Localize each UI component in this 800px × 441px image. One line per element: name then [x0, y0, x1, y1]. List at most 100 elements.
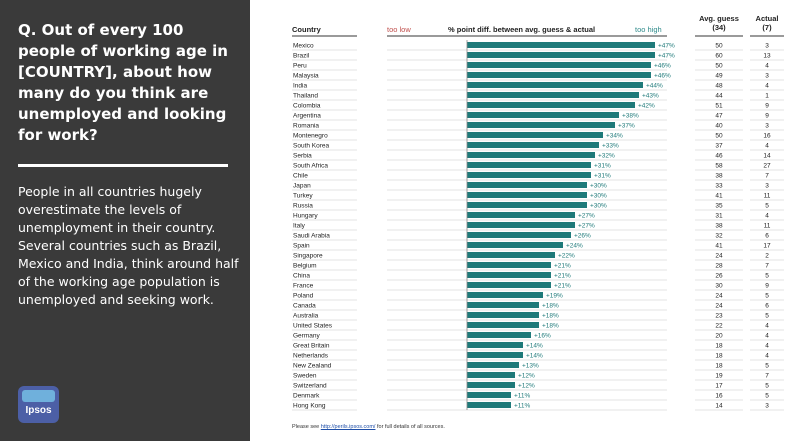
- bar-value-label: +14%: [526, 353, 543, 360]
- bar: [467, 212, 575, 218]
- avg-guess-value: 35: [715, 203, 723, 210]
- bar-value-label: +21%: [554, 263, 571, 270]
- header-avg-guess-label: Avg. guess: [699, 14, 739, 23]
- actual-value: 4: [765, 143, 769, 150]
- bar: [467, 402, 511, 408]
- country-label: Poland: [293, 293, 314, 300]
- country-label: United States: [293, 323, 333, 330]
- avg-guess-value: 24: [715, 253, 723, 260]
- avg-guess-value: 44: [715, 93, 723, 100]
- actual-value: 3: [765, 123, 769, 130]
- country-label: Belgium: [293, 263, 316, 270]
- bar: [467, 132, 603, 138]
- actual-value: 3: [765, 43, 769, 50]
- avg-guess-value: 60: [715, 53, 723, 60]
- actual-value: 4: [765, 343, 769, 350]
- country-label: Italy: [293, 223, 306, 230]
- bar: [467, 232, 571, 238]
- actual-value: 5: [765, 203, 769, 210]
- country-underline: [292, 35, 357, 37]
- bar: [467, 192, 587, 198]
- header-country: Country: [292, 25, 321, 34]
- bar: [467, 142, 599, 148]
- bar-value-label: +18%: [542, 303, 559, 310]
- divider: [18, 164, 228, 167]
- bar: [467, 312, 539, 318]
- country-label: Hungary: [293, 213, 318, 220]
- country-label: Hong Kong: [293, 403, 326, 410]
- actual-value: 7: [765, 173, 769, 180]
- country-label: Serbia: [293, 153, 312, 160]
- bar-value-label: +18%: [542, 313, 559, 320]
- avg-guess-value: 40: [715, 123, 723, 130]
- country-label: South Africa: [293, 163, 328, 170]
- avg-guess-value: 50: [715, 43, 723, 50]
- avg-guess-value: 38: [715, 223, 723, 230]
- bar-value-label: +27%: [578, 223, 595, 230]
- actual-value: 9: [765, 103, 769, 110]
- bar: [467, 82, 643, 88]
- actual-value: 5: [765, 383, 769, 390]
- bar: [467, 282, 551, 288]
- bar: [467, 112, 619, 118]
- avg-guess-value: 18: [715, 343, 723, 350]
- bar: [467, 302, 539, 308]
- actual-value: 5: [765, 393, 769, 400]
- bar-value-label: +30%: [590, 183, 607, 190]
- bar: [467, 72, 651, 78]
- header-actual-n: (7): [762, 23, 772, 32]
- country-label: Germany: [293, 333, 320, 340]
- avg-guess-value: 37: [715, 143, 723, 150]
- actual-underline: [750, 35, 784, 37]
- bar: [467, 92, 639, 98]
- bar: [467, 42, 655, 48]
- source-link[interactable]: http://perils.ipsos.com/: [320, 424, 376, 430]
- bar: [467, 62, 651, 68]
- avg-guess-value: 23: [715, 313, 723, 320]
- country-label: India: [293, 83, 307, 90]
- actual-value: 5: [765, 273, 769, 280]
- bar: [467, 332, 531, 338]
- actual-value: 4: [765, 333, 769, 340]
- bar: [467, 262, 551, 268]
- bar: [467, 272, 551, 278]
- bar: [467, 122, 615, 128]
- bar: [467, 202, 587, 208]
- avg-guess-value: 49: [715, 73, 723, 80]
- bar-value-label: +42%: [638, 103, 655, 110]
- bar-value-label: +37%: [618, 123, 635, 130]
- country-label: Turkey: [293, 193, 313, 200]
- avg-guess-value: 28: [715, 263, 723, 270]
- bar: [467, 382, 515, 388]
- bar-value-label: +30%: [590, 193, 607, 200]
- bar-value-label: +24%: [566, 243, 583, 250]
- avg-guess-value: 48: [715, 83, 723, 90]
- avg-guess-value: 58: [715, 163, 723, 170]
- actual-value: 4: [765, 213, 769, 220]
- actual-value: 4: [765, 323, 769, 330]
- actual-value: 17: [763, 243, 771, 250]
- country-label: Russia: [293, 203, 313, 210]
- avg-guess-value: 22: [715, 323, 723, 330]
- avg-guess-value: 33: [715, 183, 723, 190]
- header-actual: Actual (7): [750, 14, 784, 32]
- question-heading: Q. Out of every 100 people of working ag…: [18, 21, 228, 144]
- bar-value-label: +19%: [546, 293, 563, 300]
- country-label: Great Britain: [293, 343, 330, 350]
- avg-guess-value: 30: [715, 283, 723, 290]
- actual-value: 6: [765, 303, 769, 310]
- left-panel: Q. Out of every 100 people of working ag…: [0, 0, 250, 441]
- country-label: Sweden: [293, 373, 317, 380]
- avg-guess-value: 24: [715, 303, 723, 310]
- avg-guess-value: 41: [715, 193, 723, 200]
- avg-guess-value: 50: [715, 63, 723, 70]
- bar-value-label: +11%: [514, 393, 531, 400]
- country-label: France: [293, 283, 314, 290]
- actual-value: 14: [763, 153, 771, 160]
- avg-guess-value: 31: [715, 213, 723, 220]
- actual-value: 3: [765, 403, 769, 410]
- actual-value: 11: [764, 223, 771, 230]
- bar: [467, 152, 595, 158]
- header-too-high: too high: [635, 25, 662, 34]
- avg-guess-value: 47: [715, 113, 723, 120]
